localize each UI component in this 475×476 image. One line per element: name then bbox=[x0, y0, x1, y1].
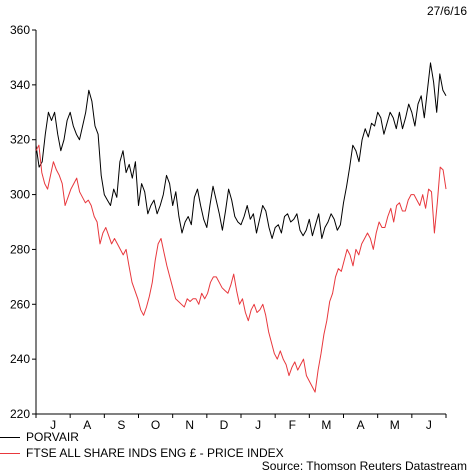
x-tick-label: N bbox=[185, 418, 194, 432]
y-tick-label: 320 bbox=[10, 133, 30, 147]
x-tick-label: F bbox=[289, 418, 296, 432]
x-tick-label: A bbox=[83, 418, 91, 432]
x-tick-label: J bbox=[255, 418, 261, 432]
x-tick-label: A bbox=[357, 418, 365, 432]
series-line-porvair bbox=[35, 62, 447, 239]
y-tick-label: 280 bbox=[10, 242, 30, 256]
x-tick-label: O bbox=[151, 418, 160, 432]
y-tick-label: 240 bbox=[10, 352, 30, 366]
x-tick-label: D bbox=[220, 418, 229, 432]
x-tick-label: S bbox=[117, 418, 125, 432]
legend-swatch-porvair bbox=[0, 436, 20, 438]
y-tick-label: 260 bbox=[10, 297, 30, 311]
legend-label-ftse: FTSE ALL SHARE INDS ENG £ - PRICE INDEX bbox=[26, 446, 284, 460]
y-tick-label: 340 bbox=[10, 78, 30, 92]
series-line-ftse bbox=[35, 144, 447, 393]
legend-item-ftse: FTSE ALL SHARE INDS ENG £ - PRICE INDEX bbox=[0, 446, 284, 460]
y-tick-label: 300 bbox=[10, 188, 30, 202]
source-note: Source: Thomson Reuters Datastream bbox=[261, 459, 467, 473]
x-tick-label: J bbox=[50, 418, 56, 432]
x-tick-label: M bbox=[321, 418, 331, 432]
legend-item-porvair: PORVAIR bbox=[0, 430, 79, 444]
y-tick-label: 360 bbox=[10, 23, 30, 37]
legend-label-porvair: PORVAIR bbox=[26, 430, 79, 444]
chart-date: 27/6/16 bbox=[426, 4, 467, 18]
y-tick-label: 220 bbox=[10, 407, 30, 421]
x-tick-label: M bbox=[390, 418, 400, 432]
legend-swatch-ftse bbox=[0, 452, 20, 454]
x-tick-label: J bbox=[426, 418, 432, 432]
